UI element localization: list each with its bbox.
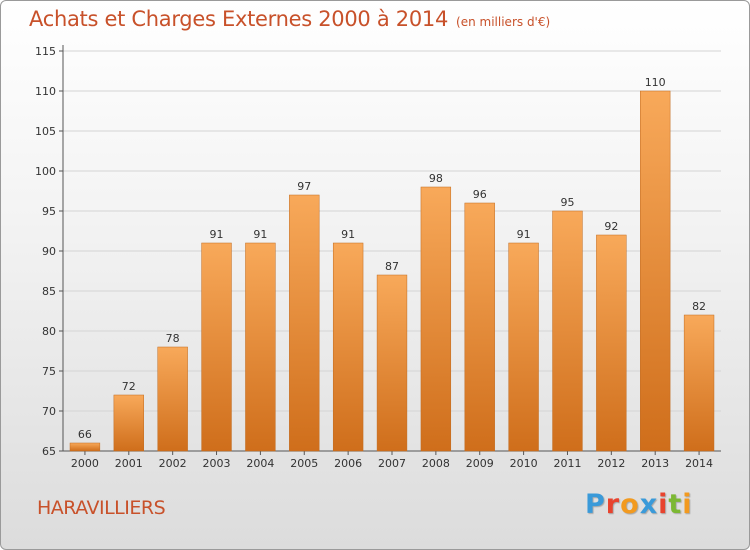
- y-tick-label: 105: [35, 125, 56, 138]
- proxiti-logo[interactable]: Proxiti: [585, 489, 693, 520]
- y-tick-label: 110: [35, 85, 56, 98]
- bar-2005[interactable]: [289, 194, 320, 452]
- logo-letter: i: [682, 489, 693, 520]
- chart-subtitle: (en milliers d'€): [456, 15, 551, 29]
- data-label: 91: [210, 228, 224, 241]
- bar-2007[interactable]: [376, 274, 408, 452]
- y-tick-label: 100: [35, 165, 56, 178]
- data-label: 82: [692, 300, 706, 313]
- data-label: 95: [560, 196, 574, 209]
- y-tick-label: 90: [42, 245, 56, 258]
- bar-2012[interactable]: [596, 234, 627, 452]
- bar-2003[interactable]: [201, 242, 232, 452]
- bar-2001[interactable]: [113, 394, 144, 452]
- data-label: 97: [297, 180, 311, 193]
- x-tick-label: 2014: [685, 457, 713, 470]
- data-label: 92: [604, 220, 618, 233]
- bar-2002[interactable]: [157, 346, 188, 452]
- x-tick-label: 2007: [378, 457, 406, 470]
- x-tick-label: 2008: [422, 457, 450, 470]
- logo-letter: x: [639, 489, 659, 520]
- y-tick-label: 115: [35, 45, 56, 58]
- data-label: 91: [341, 228, 355, 241]
- bar-2013[interactable]: [640, 90, 671, 452]
- x-tick-label: 2003: [203, 457, 231, 470]
- bar-2004[interactable]: [245, 242, 276, 452]
- chart-title-text: Achats et Charges Externes 2000 à 2014: [29, 7, 449, 31]
- data-label: 98: [429, 172, 443, 185]
- bar-2008[interactable]: [420, 186, 452, 452]
- y-tick-label: 70: [42, 405, 56, 418]
- logo-letter: i: [658, 489, 669, 520]
- data-label: 72: [122, 380, 136, 393]
- y-tick-label: 65: [42, 445, 56, 458]
- bar-2006[interactable]: [332, 242, 364, 452]
- logo-letter: t: [668, 489, 683, 520]
- data-label: 87: [385, 260, 399, 273]
- y-tick-label: 75: [42, 365, 56, 378]
- x-tick-label: 2002: [159, 457, 187, 470]
- logo-letter: r: [605, 489, 621, 520]
- x-tick-label: 2004: [246, 457, 274, 470]
- x-tick-label: 2010: [510, 457, 538, 470]
- x-tick-label: 2009: [466, 457, 494, 470]
- y-tick-label: 85: [42, 285, 56, 298]
- y-tick-label: 80: [42, 325, 56, 338]
- labels: 65 70 75 80 85 90 95 100 105 110 115 66 2000 72 2001 78…: [35, 45, 713, 470]
- x-tick-label: 2006: [334, 457, 362, 470]
- bar-2000[interactable]: [69, 442, 101, 452]
- logo-letter: o: [620, 489, 640, 520]
- data-label: 91: [517, 228, 531, 241]
- bar-2009[interactable]: [464, 202, 495, 452]
- bar-2014[interactable]: [683, 314, 715, 452]
- bar-2010[interactable]: [508, 242, 539, 452]
- bars: [69, 90, 715, 452]
- x-tick-label: 2000: [71, 457, 99, 470]
- x-tick-label: 2012: [597, 457, 625, 470]
- data-label: 66: [78, 428, 92, 441]
- data-label: 96: [473, 188, 487, 201]
- logo-letter: P: [585, 489, 606, 520]
- bar-2011[interactable]: [552, 210, 583, 452]
- y-tick-label: 95: [42, 205, 56, 218]
- data-label: 78: [166, 332, 180, 345]
- chart-title: Achats et Charges Externes 2000 à 2014 (e…: [29, 7, 550, 31]
- x-tick-label: 2013: [641, 457, 669, 470]
- data-label: 91: [253, 228, 267, 241]
- data-label: 110: [645, 76, 666, 89]
- city-name: HARAVILLIERS: [37, 497, 166, 519]
- x-tick-label: 2011: [553, 457, 581, 470]
- x-tick-label: 2005: [290, 457, 318, 470]
- x-tick-label: 2001: [115, 457, 143, 470]
